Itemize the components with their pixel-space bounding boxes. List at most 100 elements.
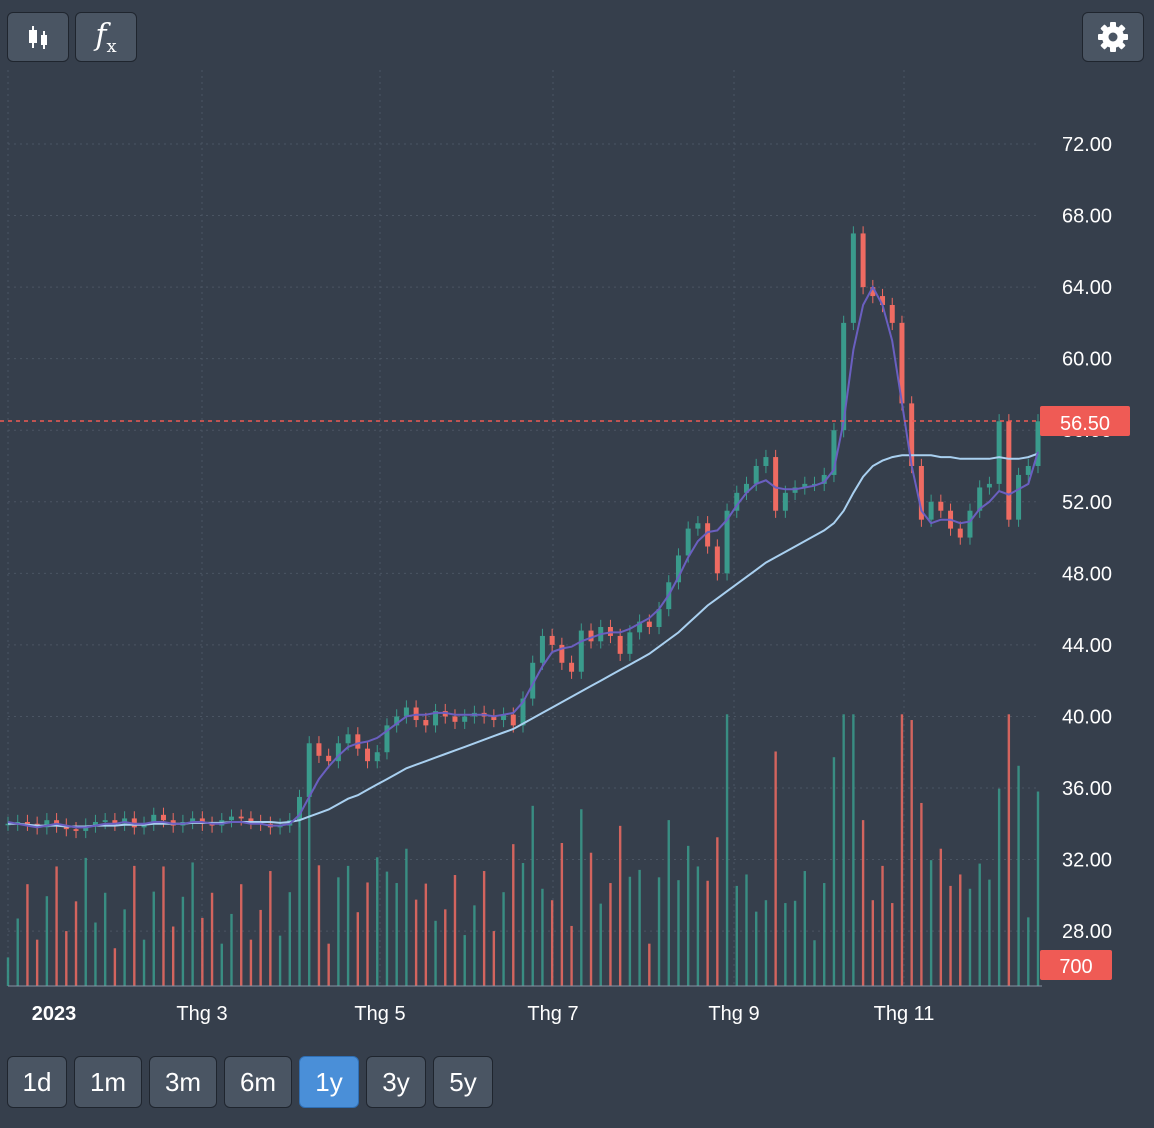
- indicators-button[interactable]: fx: [75, 12, 137, 62]
- candle-body: [996, 421, 1002, 484]
- range-button-3y[interactable]: 3y: [366, 1056, 426, 1108]
- volume-bar: [84, 857, 87, 986]
- candle-body: [491, 716, 497, 721]
- candle-body: [423, 720, 429, 726]
- volume-bar: [774, 751, 777, 986]
- volume-bar: [667, 820, 670, 986]
- x-tick-label: Thg 9: [708, 1003, 759, 1025]
- candle-body: [909, 403, 915, 466]
- y-tick-label: 64.00: [1062, 277, 1112, 299]
- candle-body: [714, 546, 720, 574]
- candle-body: [967, 510, 973, 538]
- ma-fast-line: [7, 285, 1039, 829]
- volume-bar: [366, 882, 369, 986]
- volume-bar: [1027, 917, 1030, 986]
- volume-bar: [813, 940, 816, 986]
- function-icon: fx: [95, 18, 116, 57]
- candle-body: [918, 466, 924, 520]
- volume-bar: [259, 909, 262, 986]
- candle-body: [889, 305, 895, 323]
- candle-body: [530, 662, 536, 699]
- candle-body: [384, 725, 390, 753]
- price-chart[interactable]: 72.0068.0064.0060.0056.0052.0048.0044.00…: [0, 0, 1154, 1040]
- chart-type-button[interactable]: [7, 12, 69, 62]
- candle-body: [403, 707, 409, 717]
- volume-bar: [210, 892, 214, 986]
- volume-bar: [395, 883, 398, 986]
- candle-body: [306, 743, 312, 797]
- candle-body: [559, 644, 565, 663]
- volume-bar: [376, 857, 379, 986]
- last-price-label: 56.50: [1040, 406, 1130, 436]
- range-button-6m[interactable]: 6m: [224, 1056, 292, 1108]
- volume-bar: [648, 943, 651, 986]
- volume-bar: [784, 903, 787, 986]
- candle-body: [374, 752, 380, 762]
- volume-bar: [1036, 791, 1040, 986]
- x-tick-label: Thg 3: [176, 1003, 227, 1025]
- candle-body: [335, 743, 341, 762]
- settings-button[interactable]: [1082, 12, 1144, 62]
- volume-bar: [881, 865, 884, 986]
- range-button-1y[interactable]: 1y: [299, 1056, 359, 1108]
- candles: [5, 226, 1041, 839]
- candle-body: [24, 821, 30, 824]
- candle-body: [539, 635, 545, 663]
- volume-bar: [1017, 765, 1020, 986]
- x-tick-label: Thg 7: [527, 1003, 578, 1025]
- volume-bar: [492, 931, 496, 986]
- candle-body: [510, 714, 516, 726]
- volume-bar: [997, 788, 1001, 986]
- volume-bar: [26, 884, 29, 986]
- range-button-3m[interactable]: 3m: [149, 1056, 217, 1108]
- volume-bar: [346, 865, 350, 986]
- candle-body: [860, 233, 866, 288]
- volume-bar: [764, 900, 768, 986]
- candle-body: [549, 635, 555, 645]
- volume-bar: [871, 900, 875, 986]
- volume-bar: [618, 825, 622, 986]
- volume-bar: [657, 877, 661, 986]
- candle-body: [160, 814, 166, 821]
- volume-bar: [473, 905, 476, 986]
- candle-body: [190, 818, 196, 822]
- candle-body: [880, 296, 886, 305]
- y-tick-label: 32.00: [1062, 850, 1112, 872]
- volume-bar: [162, 866, 165, 986]
- candle-body: [44, 820, 50, 828]
- volume-bar: [842, 714, 845, 986]
- gear-icon: [1098, 22, 1128, 52]
- candle-body: [773, 457, 779, 511]
- volume-bar: [414, 899, 418, 986]
- last-price-value: 56.50: [1060, 413, 1110, 435]
- candle-body: [1035, 421, 1041, 466]
- candle-body: [646, 621, 652, 627]
- candle-body: [501, 714, 507, 721]
- volume-bar: [133, 865, 136, 986]
- x-tick-label: Thg 11: [874, 1003, 935, 1025]
- volume-bar: [55, 866, 58, 986]
- volume-bar: [725, 714, 729, 986]
- volume-bar: [570, 925, 573, 986]
- candle-body: [345, 734, 351, 744]
- candle-body: [977, 487, 983, 511]
- candle-body: [831, 430, 837, 475]
- candle-body: [326, 755, 332, 762]
- candle-body: [462, 716, 468, 722]
- range-button-1d[interactable]: 1d: [7, 1056, 67, 1108]
- range-button-5y[interactable]: 5y: [433, 1056, 493, 1108]
- volume-bar: [434, 920, 437, 986]
- volume-bar: [628, 876, 632, 986]
- range-button-1m[interactable]: 1m: [74, 1056, 142, 1108]
- candle-body: [1016, 474, 1022, 520]
- volume-bar: [278, 935, 282, 986]
- volume-bar: [463, 935, 466, 986]
- volume-bar: [298, 812, 301, 986]
- volume-bar: [308, 794, 311, 986]
- volume-bar: [171, 926, 175, 986]
- volume-bar: [696, 866, 700, 986]
- candlestick-icon: [29, 26, 47, 49]
- candle-body: [938, 501, 944, 511]
- candle-body: [365, 748, 371, 762]
- candle-body: [870, 287, 876, 297]
